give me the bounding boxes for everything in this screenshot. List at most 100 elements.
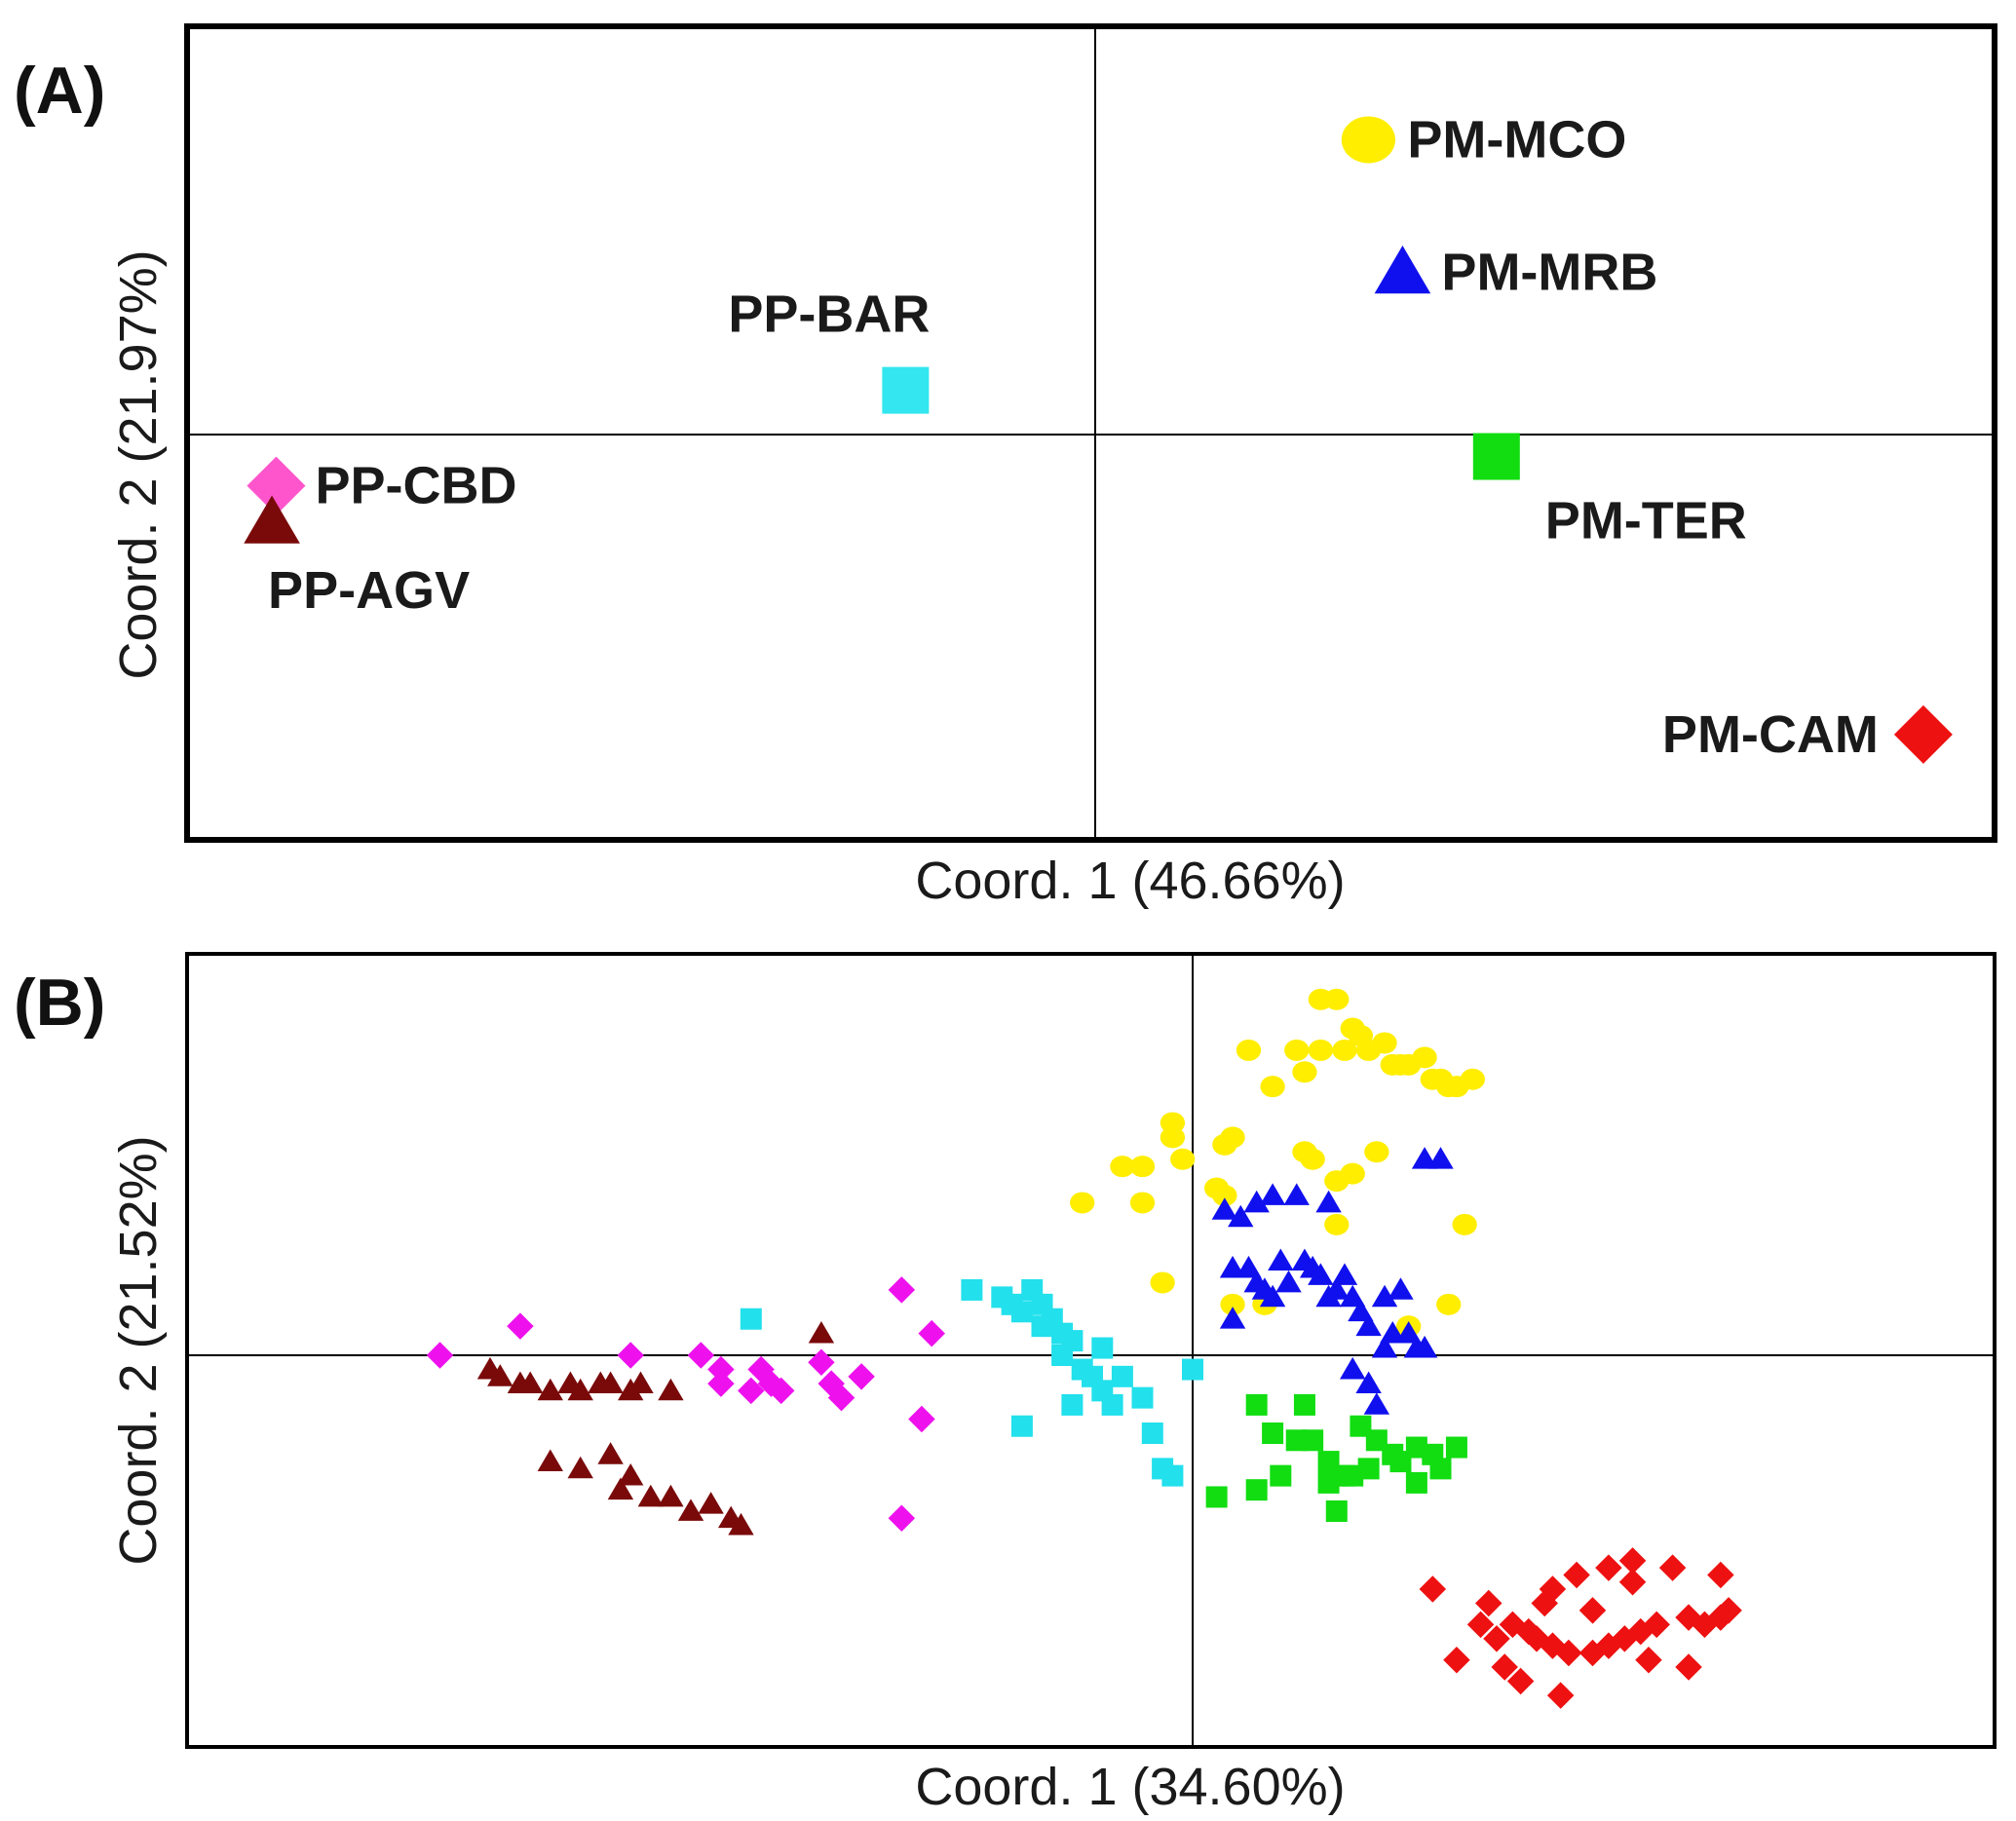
- pp-agv-point: [537, 1378, 563, 1401]
- pm-cam-point: [1635, 1646, 1662, 1674]
- pp-cbd-point: [687, 1342, 715, 1369]
- pm-mrb-point: [1363, 1392, 1390, 1415]
- pp-bar-point: [961, 1278, 983, 1301]
- pp-bar-point: [1091, 1337, 1114, 1359]
- panel-a-y-axis-label: Coord. 2 (21.97%): [109, 249, 168, 679]
- pm-mrb-point: [1315, 1190, 1342, 1213]
- pm-mco-point: [1129, 1192, 1156, 1214]
- pp-agv-point: [728, 1512, 754, 1536]
- panel-b-marks: [426, 988, 1742, 1709]
- pm-mrb-point: [1236, 1255, 1262, 1278]
- pm-ter-point: [1205, 1486, 1228, 1508]
- pp-agv-point: [698, 1492, 724, 1514]
- pp-agv-point: [487, 1364, 514, 1386]
- pp-agv-point: [677, 1499, 704, 1521]
- pm-mco-label: PM-MCO: [1407, 110, 1626, 169]
- pm-mrb-point: [1388, 1277, 1414, 1300]
- pm-mco-point: [1150, 1271, 1175, 1294]
- pm-mco-point: [1220, 1126, 1245, 1149]
- pm-mrb-point: [1268, 1248, 1294, 1271]
- pp-bar-point: [1051, 1345, 1074, 1366]
- pm-ter-point: [1245, 1393, 1268, 1416]
- pm-mrb-label: PM-MRB: [1441, 244, 1657, 302]
- panel-a-marks: PP-CBD PP-AGV PP-BAR PM-MCO PM-MRB PM-TER PM-C…: [244, 110, 1953, 764]
- pm-mco-point: [1300, 1148, 1325, 1170]
- panel-b-frame: [185, 952, 1997, 1749]
- pm-mrb-series: [1211, 1147, 1454, 1415]
- pm-cam-point: [1466, 1611, 1495, 1639]
- pp-cbd-point: [848, 1363, 875, 1390]
- panel-b: (B) Coord. 1 (34.60%) Coord. 2 (21.52%): [14, 952, 1997, 1816]
- pp-agv-point: [628, 1371, 654, 1393]
- pp-agv-point: [597, 1371, 624, 1393]
- pm-mco-point: [1364, 1141, 1389, 1163]
- pm-mrb-point: [1340, 1356, 1366, 1380]
- pm-mrb-point: [1228, 1204, 1254, 1228]
- pm-mco-point: [1129, 1156, 1156, 1178]
- pm-mrb-point: [1427, 1147, 1454, 1169]
- pm-ter-point: [1293, 1393, 1315, 1416]
- pm-cam-point: [1643, 1611, 1670, 1639]
- pm-cam-point: [1491, 1653, 1518, 1681]
- pm-cam-point: [1658, 1554, 1687, 1581]
- pp-bar-point: [1010, 1301, 1033, 1323]
- pm-mco-point: [1110, 1156, 1135, 1178]
- pm-mrb-point: [1348, 1299, 1374, 1322]
- pm-cam-point: [1579, 1597, 1607, 1624]
- pm-ter-point: [1357, 1458, 1380, 1480]
- pp-agv-point: [607, 1477, 634, 1500]
- pp-bar-point: [1131, 1386, 1154, 1409]
- pm-mrb-point: [1323, 1277, 1350, 1300]
- pp-bar-series: [740, 1278, 1203, 1487]
- pm-cam-point: [1707, 1561, 1734, 1589]
- pm-mco-point: [1284, 1039, 1310, 1061]
- pm-cam-series: [1419, 1547, 1742, 1709]
- pp-bar-point: [1161, 1464, 1184, 1487]
- pp-cbd-point: [707, 1370, 735, 1397]
- pm-mrb-point: [1275, 1270, 1302, 1293]
- pm-mrb-point: [1355, 1313, 1382, 1337]
- pm-mrb-point: [1371, 1284, 1398, 1308]
- pm-mco-point: [1324, 1213, 1350, 1235]
- pm-cam-point: [1715, 1597, 1742, 1624]
- pp-cbd-point: [738, 1377, 765, 1405]
- pp-agv-point: [658, 1378, 684, 1401]
- pm-ter-series: [1205, 1393, 1467, 1522]
- pm-mco-point: [1236, 1039, 1262, 1061]
- pm-cam-point: [1893, 704, 1953, 764]
- pm-mrb-point: [1259, 1183, 1286, 1205]
- pm-mrb-point: [1340, 1284, 1366, 1308]
- pm-cam-point: [1555, 1639, 1582, 1667]
- pm-ter-point: [1245, 1479, 1268, 1501]
- pm-cam-point: [1595, 1554, 1622, 1581]
- pm-mco-point: [1340, 1162, 1365, 1185]
- pp-cbd-point: [247, 456, 306, 515]
- pm-mco-point: [1460, 1068, 1485, 1090]
- pm-mrb-point: [1243, 1190, 1270, 1213]
- pp-cbd-point: [617, 1342, 644, 1369]
- pm-mco-point: [1412, 1046, 1437, 1069]
- pm-cam-point: [1531, 1589, 1558, 1617]
- pp-cbd-point: [888, 1504, 916, 1533]
- pm-ter-point: [1429, 1458, 1452, 1480]
- pm-mrb-point: [1283, 1183, 1310, 1205]
- pp-agv-series: [476, 1320, 835, 1536]
- pm-cam-point: [1475, 1589, 1502, 1617]
- pm-mrb-point: [1411, 1335, 1438, 1358]
- pp-agv-point: [567, 1456, 593, 1479]
- pm-mco-point: [1292, 1061, 1317, 1083]
- pm-mco-point: [1260, 1076, 1285, 1098]
- pp-cbd-label: PP-CBD: [315, 457, 516, 515]
- pp-cbd-point: [707, 1355, 735, 1384]
- panel-b-label: (B): [14, 966, 105, 1040]
- pm-cam-point: [1443, 1646, 1470, 1674]
- pp-agv-point: [537, 1449, 563, 1471]
- pp-bar-point: [1111, 1365, 1133, 1387]
- pp-cbd-point: [827, 1384, 856, 1412]
- pp-cbd-point: [908, 1405, 935, 1433]
- pm-mco-point: [1436, 1293, 1462, 1315]
- pm-mco-point: [1170, 1148, 1196, 1170]
- pm-mco-series: [1070, 988, 1485, 1338]
- pp-bar-point: [1101, 1393, 1123, 1416]
